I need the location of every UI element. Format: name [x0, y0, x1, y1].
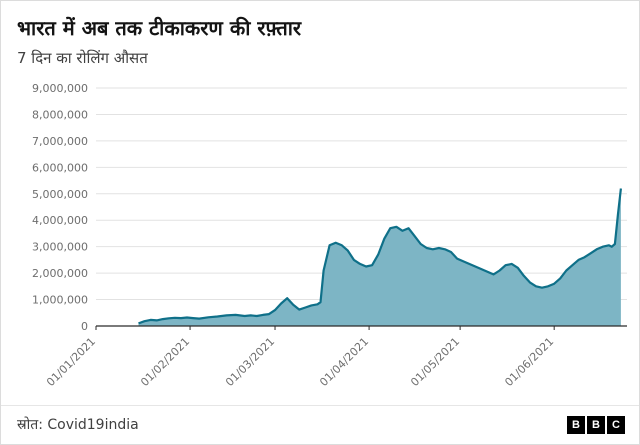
y-tick-label: 1,000,000 — [32, 294, 88, 307]
x-tick-label: 01/02/2021 — [138, 335, 192, 386]
bbc-logo-letter: B — [587, 415, 605, 434]
y-tick-label: 2,000,000 — [32, 267, 88, 280]
x-tick-label: 01/03/2021 — [223, 335, 277, 386]
footer-divider — [1, 405, 639, 406]
chart-area: 0 1,000,000 2,000,000 3,000,000 4,000,000 5,0… — [1, 68, 639, 390]
vaccination-chart: 0 1,000,000 2,000,000 3,000,000 4,000,000 5,0… — [32, 82, 627, 389]
chart-header: भारत में अब तक टीकाकरण की रफ़्तार 7 दिन … — [1, 1, 639, 68]
source-text: स्रोत: Covid19india — [17, 417, 139, 433]
x-tick-label: 01/01/2021 — [44, 335, 98, 386]
y-tick-label: 4,000,000 — [32, 214, 88, 227]
bbc-logo: B B C — [567, 415, 625, 434]
y-tick-label: 3,000,000 — [32, 241, 88, 254]
area-fill — [138, 188, 621, 326]
area-line — [138, 188, 622, 325]
y-tick-label: 8,000,000 — [32, 108, 88, 121]
y-tick-label: 5,000,000 — [32, 188, 88, 201]
x-tick-label: 01/05/2021 — [408, 335, 462, 386]
y-tick-label: 9,000,000 — [32, 82, 88, 95]
footer: स्रोत: Covid19india B B C — [1, 405, 639, 444]
x-tick-label: 01/06/2021 — [502, 335, 556, 386]
y-tick-label: 6,000,000 — [32, 161, 88, 174]
y-tick-label: 0 — [81, 320, 88, 333]
bbc-logo-letter: B — [567, 415, 585, 434]
bbc-logo-letter: C — [607, 415, 625, 434]
y-tick-label: 7,000,000 — [32, 135, 88, 148]
chart-title: भारत में अब तक टीकाकरण की रफ़्तार — [17, 16, 302, 40]
chart-subtitle: 7 दिन का रोलिंग औसत — [17, 49, 148, 67]
x-tick-label: 01/04/2021 — [317, 335, 371, 386]
